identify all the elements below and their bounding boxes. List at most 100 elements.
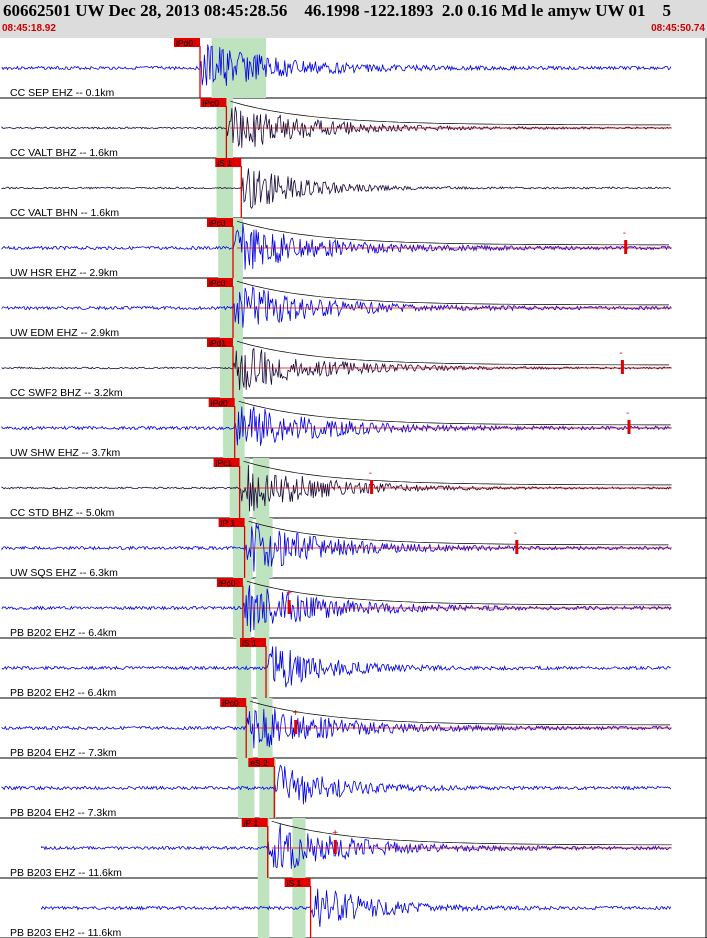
phase-pick-flag[interactable] <box>218 518 245 527</box>
phase-pick-label: iPc0 <box>222 698 239 708</box>
coda-marker-symbol: + <box>286 588 292 599</box>
trace-panel: iPd0 CC SEP EHZ -- 0.1km iPc0 CC VALT BHZ -… <box>0 38 707 938</box>
waveform-trace <box>1 223 672 270</box>
coda-envelope <box>243 460 672 486</box>
trace-row[interactable]: iPc0 + PB B202 EHZ -- 6.4km <box>0 578 707 639</box>
waveform-trace <box>1 646 671 688</box>
trace-row[interactable]: iPc0 UW EDM EHZ -- 2.9km <box>0 278 707 339</box>
station-label: CC VALT BHN -- 1.6km <box>10 207 119 219</box>
event-title: 60662501 UW Dec 28, 2013 08:45:28.56 46.… <box>3 1 671 20</box>
phase-pick-label: iPc0 <box>219 578 236 588</box>
phase-pick-label: iP 1 <box>244 818 259 828</box>
coda-envelope <box>248 520 669 546</box>
station-label: UW SHW EHZ -- 3.7km <box>10 447 120 459</box>
waveform-trace <box>1 347 671 391</box>
trace-row[interactable]: iS 1 PB B203 EH2 -- 11.6km <box>0 878 707 938</box>
waveform-trace <box>41 823 671 869</box>
station-label: CC SEP EHZ -- 0.1km <box>10 87 114 99</box>
waveform-trace <box>1 285 672 328</box>
phase-pick-label: iPc0 <box>209 218 226 228</box>
phase-pick-flag[interactable] <box>284 878 311 887</box>
event-header: 60662501 UW Dec 28, 2013 08:45:28.56 46.… <box>0 0 707 38</box>
coda-duration-marker[interactable] <box>333 840 337 854</box>
trace-row[interactable]: iPc0 + PB B204 EHZ -- 7.3km <box>0 698 707 759</box>
coda-envelope <box>238 400 671 426</box>
trace-row[interactable]: iP 1 - UW SQS EHZ -- 6.3km <box>0 518 707 579</box>
coda-duration-marker[interactable] <box>624 240 628 254</box>
trace-row[interactable]: iP 1 + PB B203 EHZ -- 11.6km <box>0 818 707 879</box>
trace-row[interactable]: iS 1 CC VALT BHN -- 1.6km <box>0 158 707 219</box>
coda-duration-marker[interactable] <box>620 360 624 374</box>
station-label: CC VALT BHZ -- 1.6km <box>10 147 118 159</box>
waveform-trace <box>1 106 671 148</box>
phase-pick-flag[interactable] <box>240 638 266 647</box>
station-label: UW HSR EHZ -- 2.9km <box>10 267 118 279</box>
station-label: PB B202 EH2 -- 6.4km <box>10 687 116 699</box>
phase-pick-flag[interactable] <box>208 398 235 407</box>
phase-pick-label: iPc1 <box>216 458 233 468</box>
coda-envelope <box>230 100 671 126</box>
arrival-window <box>257 878 270 938</box>
phase-pick-label: iS 1 <box>217 158 232 168</box>
phase-pick-flag[interactable] <box>215 158 242 167</box>
coda-duration-marker[interactable] <box>370 480 374 494</box>
station-label: PB B204 EHZ -- 7.3km <box>10 747 117 759</box>
phase-pick-label: iS 1 <box>287 878 302 888</box>
trace-row[interactable]: iS 1 PB B202 EH2 -- 6.4km <box>0 638 707 699</box>
phase-pick-label: iPd1 <box>209 338 226 348</box>
trace-row[interactable]: iPc1 - CC STD BHZ -- 5.0km <box>0 458 707 519</box>
phase-pick-flag[interactable] <box>248 758 275 767</box>
coda-marker-symbol: + <box>293 708 299 719</box>
coda-duration-marker[interactable] <box>515 540 519 554</box>
phase-pick-label: iPc0 <box>202 98 219 108</box>
station-label: UW SQS EHZ -- 6.3km <box>10 567 118 579</box>
trace-row[interactable]: iPd0 CC SEP EHZ -- 0.1km <box>0 38 707 99</box>
waveform-trace <box>1 406 671 446</box>
station-label: PB B203 EHZ -- 11.6km <box>10 867 122 879</box>
station-label: UW EDM EHZ -- 2.9km <box>10 327 119 339</box>
station-label: PB B204 EH2 -- 7.3km <box>10 807 116 819</box>
station-label: PB B203 EH2 -- 11.6km <box>10 927 122 938</box>
station-label: CC STD BHZ -- 5.0km <box>10 507 115 519</box>
waveform-trace <box>41 888 672 927</box>
phase-pick-flag[interactable] <box>241 818 268 827</box>
coda-duration-marker[interactable] <box>294 720 298 734</box>
coda-envelope <box>246 580 671 606</box>
phase-pick-flag[interactable] <box>207 278 233 287</box>
phase-pick-flag[interactable] <box>200 98 227 107</box>
trace-row[interactable]: eS 2 PB B204 EH2 -- 7.3km <box>0 758 707 819</box>
waveform-trace <box>1 585 672 632</box>
phase-pick-flag[interactable] <box>207 338 233 347</box>
time-axis-start: 08:45:18.92 <box>2 23 56 34</box>
station-label: PB B202 EHZ -- 6.4km <box>10 627 117 639</box>
phase-pick-flag[interactable] <box>220 698 247 707</box>
coda-envelope <box>236 340 669 366</box>
phase-pick-label: iPd0 <box>176 38 193 48</box>
arrival-window <box>257 818 270 878</box>
coda-marker-symbol: - <box>623 228 626 239</box>
time-axis-end: 08:45:50.74 <box>651 23 705 34</box>
coda-envelope <box>236 220 669 246</box>
phase-pick-label: iPd0 <box>211 398 228 408</box>
coda-duration-marker[interactable] <box>627 420 631 434</box>
trace-row[interactable]: iPd0 - UW SHW EHZ -- 3.7km <box>0 398 707 459</box>
waveform-trace <box>1 168 671 210</box>
phase-pick-flag[interactable] <box>174 38 200 47</box>
phase-pick-label: iPc0 <box>209 278 226 288</box>
waveform-trace <box>1 465 672 512</box>
trace-row[interactable]: iPd1 - CC SWF2 BHZ -- 3.2km <box>0 338 707 399</box>
trace-row[interactable]: iPc0 - UW HSR EHZ -- 2.9km <box>0 218 707 279</box>
phase-pick-flag[interactable] <box>216 578 243 587</box>
phase-pick-label: eS 2 <box>250 758 268 768</box>
phase-pick-flag[interactable] <box>213 458 240 467</box>
station-label: CC SWF2 BHZ -- 3.2km <box>10 387 123 399</box>
phase-pick-flag[interactable] <box>207 218 233 227</box>
coda-duration-marker[interactable] <box>287 600 291 614</box>
trace-row[interactable]: iPc0 CC VALT BHZ -- 1.6km <box>0 98 707 159</box>
coda-marker-symbol: - <box>619 348 622 359</box>
coda-envelope <box>271 820 672 846</box>
waveform-trace <box>1 708 672 749</box>
coda-envelope <box>236 280 669 306</box>
waveform-trace <box>1 44 672 86</box>
